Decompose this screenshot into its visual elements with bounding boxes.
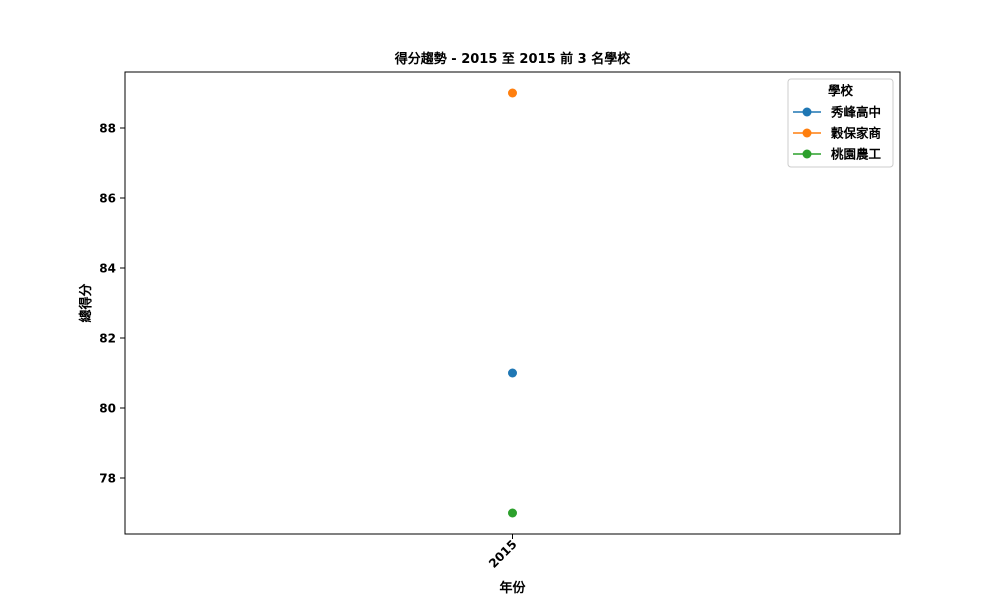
y-tick-label: 80 bbox=[99, 402, 116, 416]
y-tick-label: 78 bbox=[99, 472, 116, 486]
legend-label: 秀峰高中 bbox=[830, 105, 881, 120]
y-tick-label: 84 bbox=[99, 262, 116, 276]
legend-item: 穀保家商 bbox=[793, 126, 881, 141]
legend-label: 穀保家商 bbox=[830, 126, 881, 141]
plot-area bbox=[124, 71, 901, 535]
x-axis-ticks: 2015 bbox=[486, 534, 520, 571]
legend-item: 秀峰高中 bbox=[793, 105, 881, 120]
data-point bbox=[508, 508, 517, 518]
y-tick-label: 82 bbox=[99, 332, 116, 346]
legend-label: 桃園農工 bbox=[831, 147, 882, 162]
series-3 bbox=[508, 508, 517, 518]
legend-marker bbox=[802, 128, 812, 138]
data-point bbox=[508, 88, 517, 98]
legend-title: 學校 bbox=[828, 83, 854, 98]
series-1 bbox=[508, 368, 517, 378]
legend-box bbox=[787, 78, 894, 168]
series-2 bbox=[508, 88, 517, 98]
data-point bbox=[508, 368, 517, 378]
x-tick-label: 2015 bbox=[486, 537, 520, 571]
y-tick-label: 86 bbox=[99, 192, 116, 206]
y-axis-label: 總得分 bbox=[78, 283, 94, 322]
series-layer bbox=[508, 88, 517, 518]
y-axis-ticks: 78 80 82 84 86 88 bbox=[99, 122, 125, 486]
y-tick-label: 88 bbox=[99, 122, 116, 136]
legend-item: 桃園農工 bbox=[793, 147, 882, 162]
x-axis-label: 年份 bbox=[499, 580, 526, 596]
chart-title: 得分趨勢 - 2015 至 2015 前 3 名學校 bbox=[394, 51, 631, 67]
legend-marker bbox=[802, 107, 812, 117]
legend-marker bbox=[802, 149, 812, 159]
